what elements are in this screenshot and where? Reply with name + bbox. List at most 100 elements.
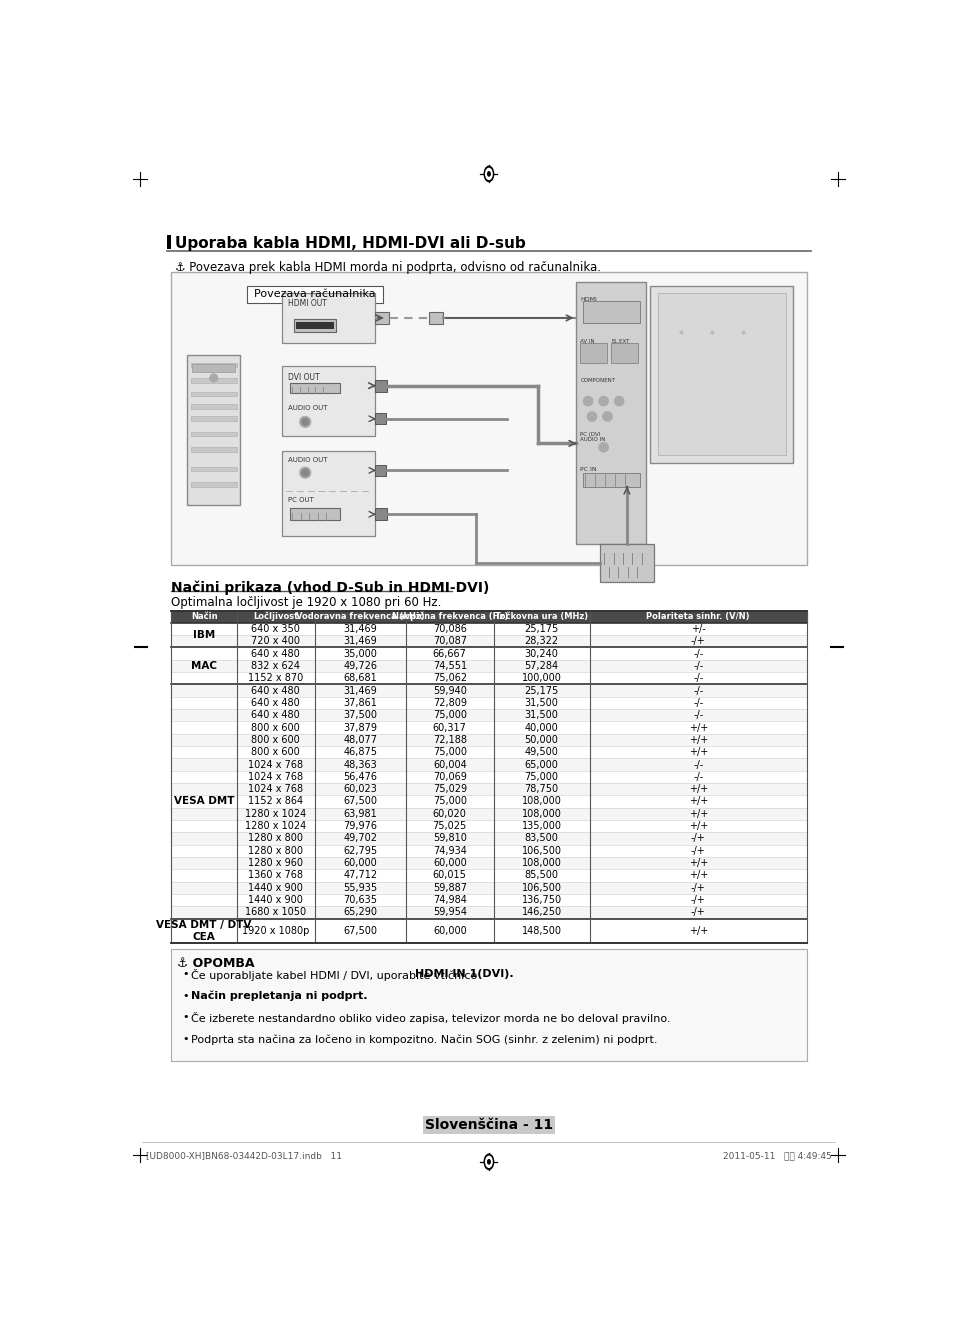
Text: 31,469: 31,469 bbox=[343, 686, 376, 696]
Bar bbox=[375, 379, 387, 392]
Text: 35,000: 35,000 bbox=[343, 649, 376, 659]
Text: +/+: +/+ bbox=[688, 808, 707, 819]
Text: 60,000: 60,000 bbox=[343, 859, 376, 868]
Bar bbox=[191, 432, 236, 436]
Bar bbox=[576, 281, 645, 543]
Text: 75,025: 75,025 bbox=[433, 822, 466, 831]
Text: 720 x 400: 720 x 400 bbox=[251, 637, 300, 646]
Bar bbox=[171, 696, 806, 709]
Text: •: • bbox=[183, 991, 189, 1001]
Bar bbox=[191, 404, 236, 408]
Text: Vodoravna frekvenca (kHz): Vodoravna frekvenca (kHz) bbox=[295, 612, 424, 621]
Text: 148,500: 148,500 bbox=[521, 926, 561, 935]
Bar bbox=[290, 509, 340, 520]
Bar bbox=[294, 320, 335, 332]
Ellipse shape bbox=[484, 166, 493, 181]
Text: 108,000: 108,000 bbox=[521, 808, 561, 819]
Text: +/+: +/+ bbox=[688, 871, 707, 880]
Text: 135,000: 135,000 bbox=[521, 822, 561, 831]
Text: -/+: -/+ bbox=[690, 908, 705, 917]
Text: COMPONENT: COMPONENT bbox=[579, 378, 615, 383]
Text: 75,000: 75,000 bbox=[524, 771, 558, 782]
Text: 68,681: 68,681 bbox=[343, 674, 376, 683]
Text: 640 x 480: 640 x 480 bbox=[252, 649, 300, 659]
Text: •: • bbox=[183, 970, 189, 979]
Text: 49,702: 49,702 bbox=[343, 834, 376, 843]
Bar bbox=[295, 322, 334, 329]
Text: HDMI: HDMI bbox=[579, 297, 597, 303]
Bar bbox=[191, 362, 236, 367]
Text: 37,861: 37,861 bbox=[343, 697, 376, 708]
Text: 65,290: 65,290 bbox=[343, 908, 376, 917]
Text: 48,363: 48,363 bbox=[343, 760, 376, 770]
Text: +/-: +/- bbox=[690, 624, 705, 634]
Text: 66,667: 66,667 bbox=[433, 649, 466, 659]
Text: Če izberete nestandardno obliko video zapisa, televizor morda ne bo deloval prav: Če izberete nestandardno obliko video za… bbox=[191, 1012, 669, 1025]
Text: 37,500: 37,500 bbox=[343, 711, 376, 720]
Bar bbox=[582, 301, 639, 322]
Text: VESA DMT: VESA DMT bbox=[173, 797, 234, 806]
Bar bbox=[171, 881, 806, 894]
Text: +/+: +/+ bbox=[688, 734, 707, 745]
Text: 106,500: 106,500 bbox=[521, 882, 561, 893]
Text: 1280 x 960: 1280 x 960 bbox=[248, 859, 303, 868]
Text: EL.EXT: EL.EXT bbox=[611, 339, 629, 345]
Ellipse shape bbox=[484, 1155, 493, 1169]
Bar bbox=[171, 894, 806, 906]
Text: 75,000: 75,000 bbox=[433, 711, 466, 720]
Text: +/+: +/+ bbox=[688, 797, 707, 806]
Text: 1440 x 900: 1440 x 900 bbox=[248, 882, 303, 893]
Text: +/+: +/+ bbox=[688, 822, 707, 831]
Text: Polariteta sinhr. (V/N): Polariteta sinhr. (V/N) bbox=[646, 612, 749, 621]
Text: -/-: -/- bbox=[692, 686, 702, 696]
Text: 46,875: 46,875 bbox=[343, 748, 376, 757]
Text: •: • bbox=[183, 1034, 189, 1044]
Bar bbox=[282, 450, 375, 536]
Text: 31,469: 31,469 bbox=[343, 624, 376, 634]
Text: Ločljivost: Ločljivost bbox=[253, 612, 298, 621]
Text: 108,000: 108,000 bbox=[521, 859, 561, 868]
Text: 60,015: 60,015 bbox=[433, 871, 466, 880]
Bar bbox=[171, 733, 806, 746]
Bar bbox=[191, 416, 236, 421]
Bar bbox=[171, 832, 806, 844]
Ellipse shape bbox=[487, 172, 490, 176]
Text: 146,250: 146,250 bbox=[521, 908, 561, 917]
Text: 31,500: 31,500 bbox=[524, 697, 558, 708]
Bar bbox=[422, 1116, 555, 1135]
Text: 1280 x 1024: 1280 x 1024 bbox=[245, 822, 306, 831]
Text: 1360 x 768: 1360 x 768 bbox=[248, 871, 303, 880]
Bar bbox=[171, 795, 806, 807]
Ellipse shape bbox=[210, 374, 217, 382]
Bar bbox=[171, 672, 806, 684]
Text: 800 x 600: 800 x 600 bbox=[252, 723, 300, 733]
Text: [UD8000-XH]BN68-03442D-03L17.indb   11: [UD8000-XH]BN68-03442D-03L17.indb 11 bbox=[146, 1151, 342, 1160]
Ellipse shape bbox=[602, 412, 612, 421]
Text: 60,000: 60,000 bbox=[433, 926, 466, 935]
Text: 63,981: 63,981 bbox=[343, 808, 376, 819]
Text: PC (DVI: PC (DVI bbox=[579, 432, 600, 437]
Bar bbox=[171, 635, 806, 647]
Text: -/-: -/- bbox=[692, 697, 702, 708]
Text: 67,500: 67,500 bbox=[343, 797, 376, 806]
Text: 74,984: 74,984 bbox=[433, 896, 466, 905]
Text: Slovenščina - 11: Slovenščina - 11 bbox=[424, 1118, 553, 1132]
Text: 106,500: 106,500 bbox=[521, 845, 561, 856]
Bar bbox=[187, 355, 240, 505]
Bar bbox=[191, 392, 236, 396]
Text: DVI OUT: DVI OUT bbox=[288, 373, 319, 382]
Text: 100,000: 100,000 bbox=[521, 674, 561, 683]
Bar bbox=[611, 343, 638, 362]
Bar bbox=[375, 509, 387, 520]
Text: +/+: +/+ bbox=[688, 748, 707, 757]
Text: 1152 x 870: 1152 x 870 bbox=[248, 674, 303, 683]
Text: 70,086: 70,086 bbox=[433, 624, 466, 634]
Text: 59,940: 59,940 bbox=[433, 686, 466, 696]
Text: 56,476: 56,476 bbox=[343, 771, 376, 782]
Text: 55,935: 55,935 bbox=[343, 882, 377, 893]
Text: Optimalna ločljivost je 1920 x 1080 pri 60 Hz.: Optimalna ločljivost je 1920 x 1080 pri … bbox=[171, 596, 441, 609]
Text: -/+: -/+ bbox=[690, 637, 705, 646]
Text: 31,469: 31,469 bbox=[343, 637, 376, 646]
Text: 800 x 600: 800 x 600 bbox=[252, 734, 300, 745]
Text: 1152 x 864: 1152 x 864 bbox=[248, 797, 303, 806]
